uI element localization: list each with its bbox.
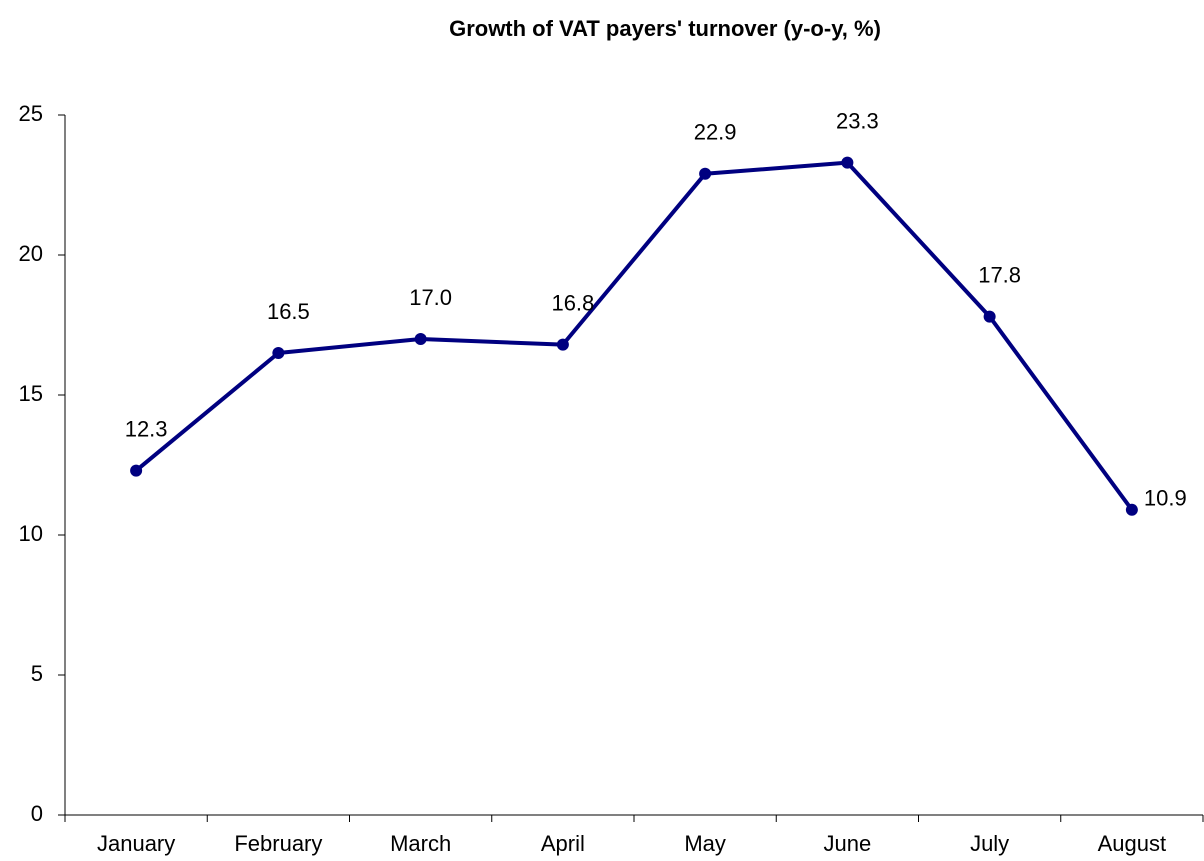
data-label: 16.5 <box>267 299 310 324</box>
data-label: 10.9 <box>1144 486 1187 511</box>
data-label: 23.3 <box>836 108 879 133</box>
y-tick-label: 10 <box>19 521 43 546</box>
x-tick-label: May <box>684 831 726 856</box>
marker <box>1125 503 1138 516</box>
marker <box>699 167 712 180</box>
marker <box>983 310 996 323</box>
data-label: 17.8 <box>978 262 1021 287</box>
marker <box>556 338 569 351</box>
x-tick-label: June <box>824 831 872 856</box>
x-tick-label: July <box>970 831 1009 856</box>
x-tick-label: January <box>97 831 175 856</box>
y-tick-label: 20 <box>19 241 43 266</box>
x-tick-label: February <box>234 831 322 856</box>
marker <box>414 333 427 345</box>
x-tick-label: August <box>1098 831 1167 856</box>
data-label: 16.8 <box>551 290 594 315</box>
y-tick-label: 15 <box>19 381 43 406</box>
marker <box>272 347 285 359</box>
line <box>134 160 1134 511</box>
y-tick-label: 5 <box>31 661 43 686</box>
data-label: 17.0 <box>409 285 452 310</box>
x-tick-label: April <box>541 831 585 856</box>
y-tick-label: 25 <box>19 101 43 126</box>
marker <box>130 464 143 477</box>
marker <box>841 156 854 169</box>
x-tick-label: March <box>390 831 451 856</box>
chart-title: Growth of VAT payers' turnover (y-o-y, %… <box>449 16 881 41</box>
y-tick-label: 0 <box>31 801 43 826</box>
data-label: 12.3 <box>125 416 168 441</box>
data-label: 22.9 <box>694 120 737 145</box>
